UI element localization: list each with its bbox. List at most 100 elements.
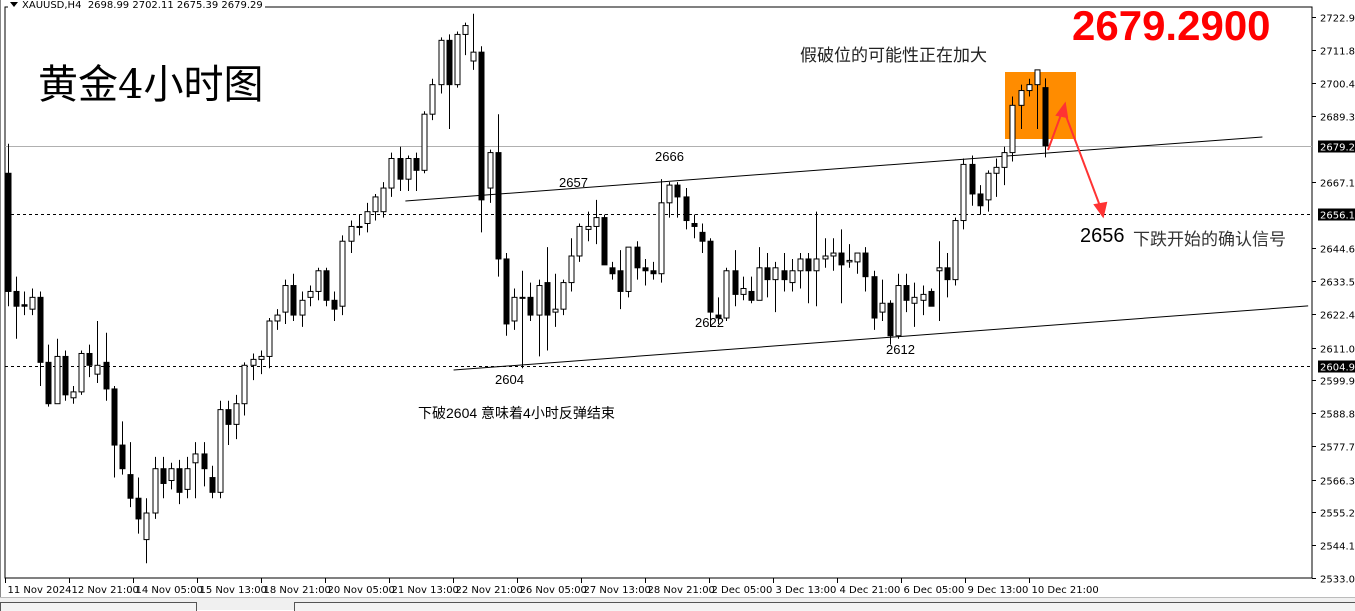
candle bbox=[527, 282, 534, 321]
x-tick-label: 20 Nov 05:00 bbox=[328, 585, 395, 596]
candle-body-bull bbox=[380, 187, 387, 213]
candle bbox=[299, 291, 306, 327]
candle bbox=[740, 276, 747, 301]
candle-body-bull bbox=[960, 163, 967, 222]
candle bbox=[993, 158, 1000, 197]
candle bbox=[446, 34, 453, 129]
candle-body-bear bbox=[413, 158, 420, 171]
candle bbox=[756, 247, 763, 301]
candle-body-bear bbox=[103, 361, 110, 390]
chart-tab[interactable] bbox=[294, 602, 1355, 611]
candle-body-bear bbox=[127, 474, 134, 499]
candle bbox=[348, 220, 355, 254]
candle-body-bull bbox=[282, 285, 289, 313]
candle-body-bull bbox=[192, 453, 199, 464]
x-tick-label: 21 Nov 13:00 bbox=[392, 585, 459, 596]
candle bbox=[511, 288, 518, 330]
candle-body-bull bbox=[1026, 84, 1033, 92]
candle bbox=[143, 498, 150, 564]
candle-body-bull bbox=[438, 39, 445, 86]
candle-body-bull bbox=[388, 158, 395, 189]
trendline-upper[interactable] bbox=[405, 136, 1263, 202]
candle bbox=[119, 421, 126, 475]
x-tick-label: 15 Nov 13:00 bbox=[200, 585, 267, 596]
price-marker-bg bbox=[1318, 360, 1355, 373]
candle bbox=[103, 332, 110, 401]
candle-body-bear bbox=[707, 240, 714, 313]
candle-body-bull bbox=[740, 287, 747, 295]
candle-body-bull bbox=[1034, 69, 1041, 86]
candle-body-bear bbox=[135, 497, 142, 520]
candle-body-bear bbox=[732, 270, 739, 295]
candle-body-bull bbox=[936, 267, 943, 272]
candle bbox=[536, 279, 543, 357]
candle bbox=[192, 442, 199, 499]
candle-body-bear bbox=[642, 267, 649, 272]
candle-body-bull bbox=[511, 296, 518, 322]
candle-body-bear bbox=[715, 314, 722, 319]
candle bbox=[683, 188, 690, 230]
candle bbox=[462, 22, 469, 56]
candle bbox=[568, 238, 575, 292]
candle-body-bull bbox=[1001, 152, 1008, 168]
trendline-lower[interactable] bbox=[453, 305, 1309, 371]
candle-body-bear bbox=[331, 299, 338, 310]
candle-body-bull bbox=[454, 33, 461, 86]
candle-body-bull bbox=[854, 252, 861, 263]
x-tick-label: 2 Dec 05:00 bbox=[712, 585, 773, 596]
candle bbox=[201, 442, 208, 487]
candle bbox=[339, 235, 346, 316]
candle bbox=[250, 353, 257, 381]
candle-body-bull bbox=[29, 296, 36, 310]
candle bbox=[168, 462, 175, 490]
candle bbox=[830, 238, 837, 271]
candle bbox=[413, 152, 420, 192]
candle bbox=[70, 385, 77, 404]
candle bbox=[838, 229, 845, 304]
price-marker-bg bbox=[1318, 140, 1355, 153]
chart-tab[interactable] bbox=[0, 602, 197, 611]
arrow-down-line bbox=[1062, 107, 1101, 207]
x-tick-label: 27 Nov 13:00 bbox=[584, 585, 651, 596]
candle-body-bear bbox=[160, 468, 167, 484]
candle bbox=[111, 385, 118, 478]
x-tick-label: 4 Dec 21:00 bbox=[840, 585, 901, 596]
candle-body-bull bbox=[258, 355, 265, 360]
candle bbox=[593, 199, 600, 245]
x-tick-label: 10 Dec 21:00 bbox=[1032, 585, 1099, 596]
candle-body-bull bbox=[470, 51, 477, 62]
candle-body-bull bbox=[356, 225, 363, 228]
candle-body-bull bbox=[266, 320, 273, 357]
candle bbox=[152, 456, 159, 519]
candle bbox=[127, 442, 134, 508]
candle-body-bear bbox=[37, 296, 44, 363]
candle-body-bear bbox=[111, 388, 118, 446]
candle bbox=[438, 37, 445, 94]
level-label-2656: 2656 bbox=[1080, 225, 1125, 247]
candle bbox=[388, 152, 395, 197]
candle-body-bear bbox=[503, 258, 510, 325]
level-label-2604: 2604 bbox=[495, 372, 524, 387]
y-tick-label: 2555.20 bbox=[1320, 509, 1355, 520]
candle-body-bull bbox=[813, 258, 820, 272]
candle-body-bear bbox=[119, 444, 126, 470]
candle-body-bear bbox=[5, 172, 12, 292]
level-label-2612: 2612 bbox=[886, 342, 915, 357]
candle-body-bull bbox=[364, 211, 371, 224]
dropdown-triangle-icon[interactable] bbox=[10, 2, 18, 7]
candle-body-bear bbox=[45, 361, 52, 405]
candle bbox=[911, 282, 918, 327]
candle-body-bear bbox=[805, 258, 812, 272]
candle-body-bull bbox=[462, 25, 469, 35]
red-arrows bbox=[1047, 101, 1108, 219]
candle bbox=[454, 31, 461, 88]
candle bbox=[217, 400, 224, 499]
y-tick-label: 2566.30 bbox=[1320, 477, 1355, 488]
candle bbox=[78, 350, 85, 395]
candle bbox=[601, 214, 608, 266]
candle bbox=[609, 261, 616, 280]
candle-body-bull bbox=[536, 285, 543, 316]
candle-body-bull bbox=[895, 285, 902, 337]
candle-body-bear bbox=[209, 477, 216, 493]
